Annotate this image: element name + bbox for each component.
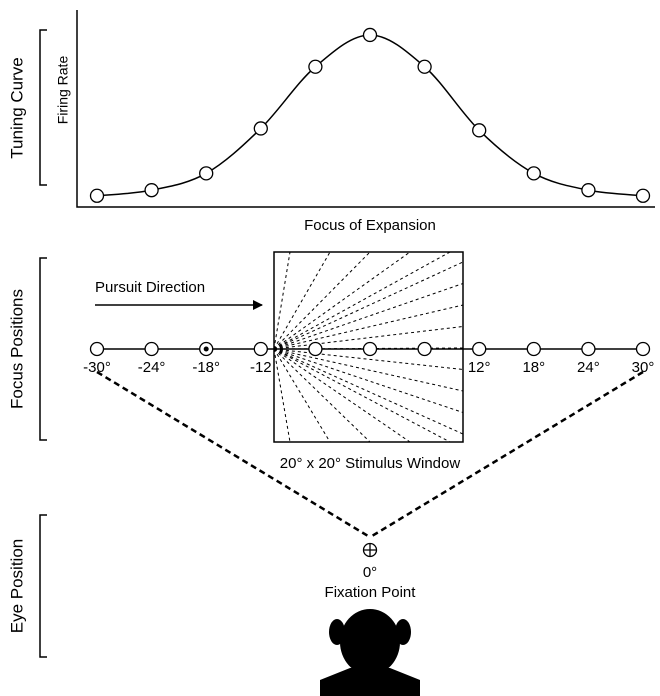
bracket <box>40 515 47 657</box>
flow-ray <box>274 349 463 434</box>
flow-ray <box>274 262 463 349</box>
section-label: Tuning Curve <box>7 57 26 158</box>
focus-label: -18° <box>192 359 220 376</box>
focus-point <box>254 343 267 356</box>
fixation-label: Fixation Point <box>325 584 417 601</box>
focus-point <box>145 343 158 356</box>
pursuit-label: Pursuit Direction <box>95 279 205 296</box>
flow-ray <box>274 252 450 349</box>
focus-label: 24° <box>577 359 600 376</box>
focus-label: -30° <box>83 359 111 376</box>
focus-label: 12° <box>468 359 491 376</box>
tuning-point <box>418 60 431 73</box>
focus-point <box>582 343 595 356</box>
tuning-point <box>527 167 540 180</box>
focus-point <box>418 343 431 356</box>
figure: Tuning Curve Focus Positions Eye Positio… <box>0 0 660 696</box>
section-label: Focus Positions <box>7 289 26 409</box>
flow-ray <box>274 349 463 413</box>
window-label: 20° x 20° Stimulus Window <box>280 455 461 472</box>
tuning-point <box>200 167 213 180</box>
bracket <box>40 258 47 440</box>
focus-label: 30° <box>632 359 655 376</box>
tuning-curve <box>97 35 643 196</box>
tuning-point <box>309 60 322 73</box>
focus-dot <box>204 347 209 352</box>
focus-label: -24° <box>138 359 166 376</box>
tuning-point <box>364 28 377 41</box>
section-label: Eye Position <box>7 539 26 634</box>
focus-point <box>527 343 540 356</box>
bracket <box>40 30 47 185</box>
flow-ray <box>274 349 450 442</box>
focus-point <box>364 343 377 356</box>
flow-ray <box>274 349 290 442</box>
observer <box>320 609 420 696</box>
y-axis-label: Firing Rate <box>55 56 71 125</box>
flow-ray <box>274 252 410 349</box>
tuning-point <box>637 189 650 202</box>
focus-label: 18° <box>522 359 545 376</box>
tuning-point <box>473 124 486 137</box>
fixation-angle: 0° <box>363 564 377 581</box>
flow-ray <box>274 252 290 349</box>
focus-point <box>309 343 322 356</box>
focus-point <box>473 343 486 356</box>
tuning-point <box>254 122 267 135</box>
flow-ray <box>274 349 410 442</box>
tuning-point <box>91 189 104 202</box>
x-axis-label: Focus of Expansion <box>304 217 436 234</box>
tuning-point <box>145 184 158 197</box>
focus-label: -12 <box>250 359 272 376</box>
tuning-point <box>582 184 595 197</box>
flow-ray <box>274 284 463 350</box>
focus-point <box>637 343 650 356</box>
focus-point <box>91 343 104 356</box>
flow-ray <box>274 252 370 349</box>
